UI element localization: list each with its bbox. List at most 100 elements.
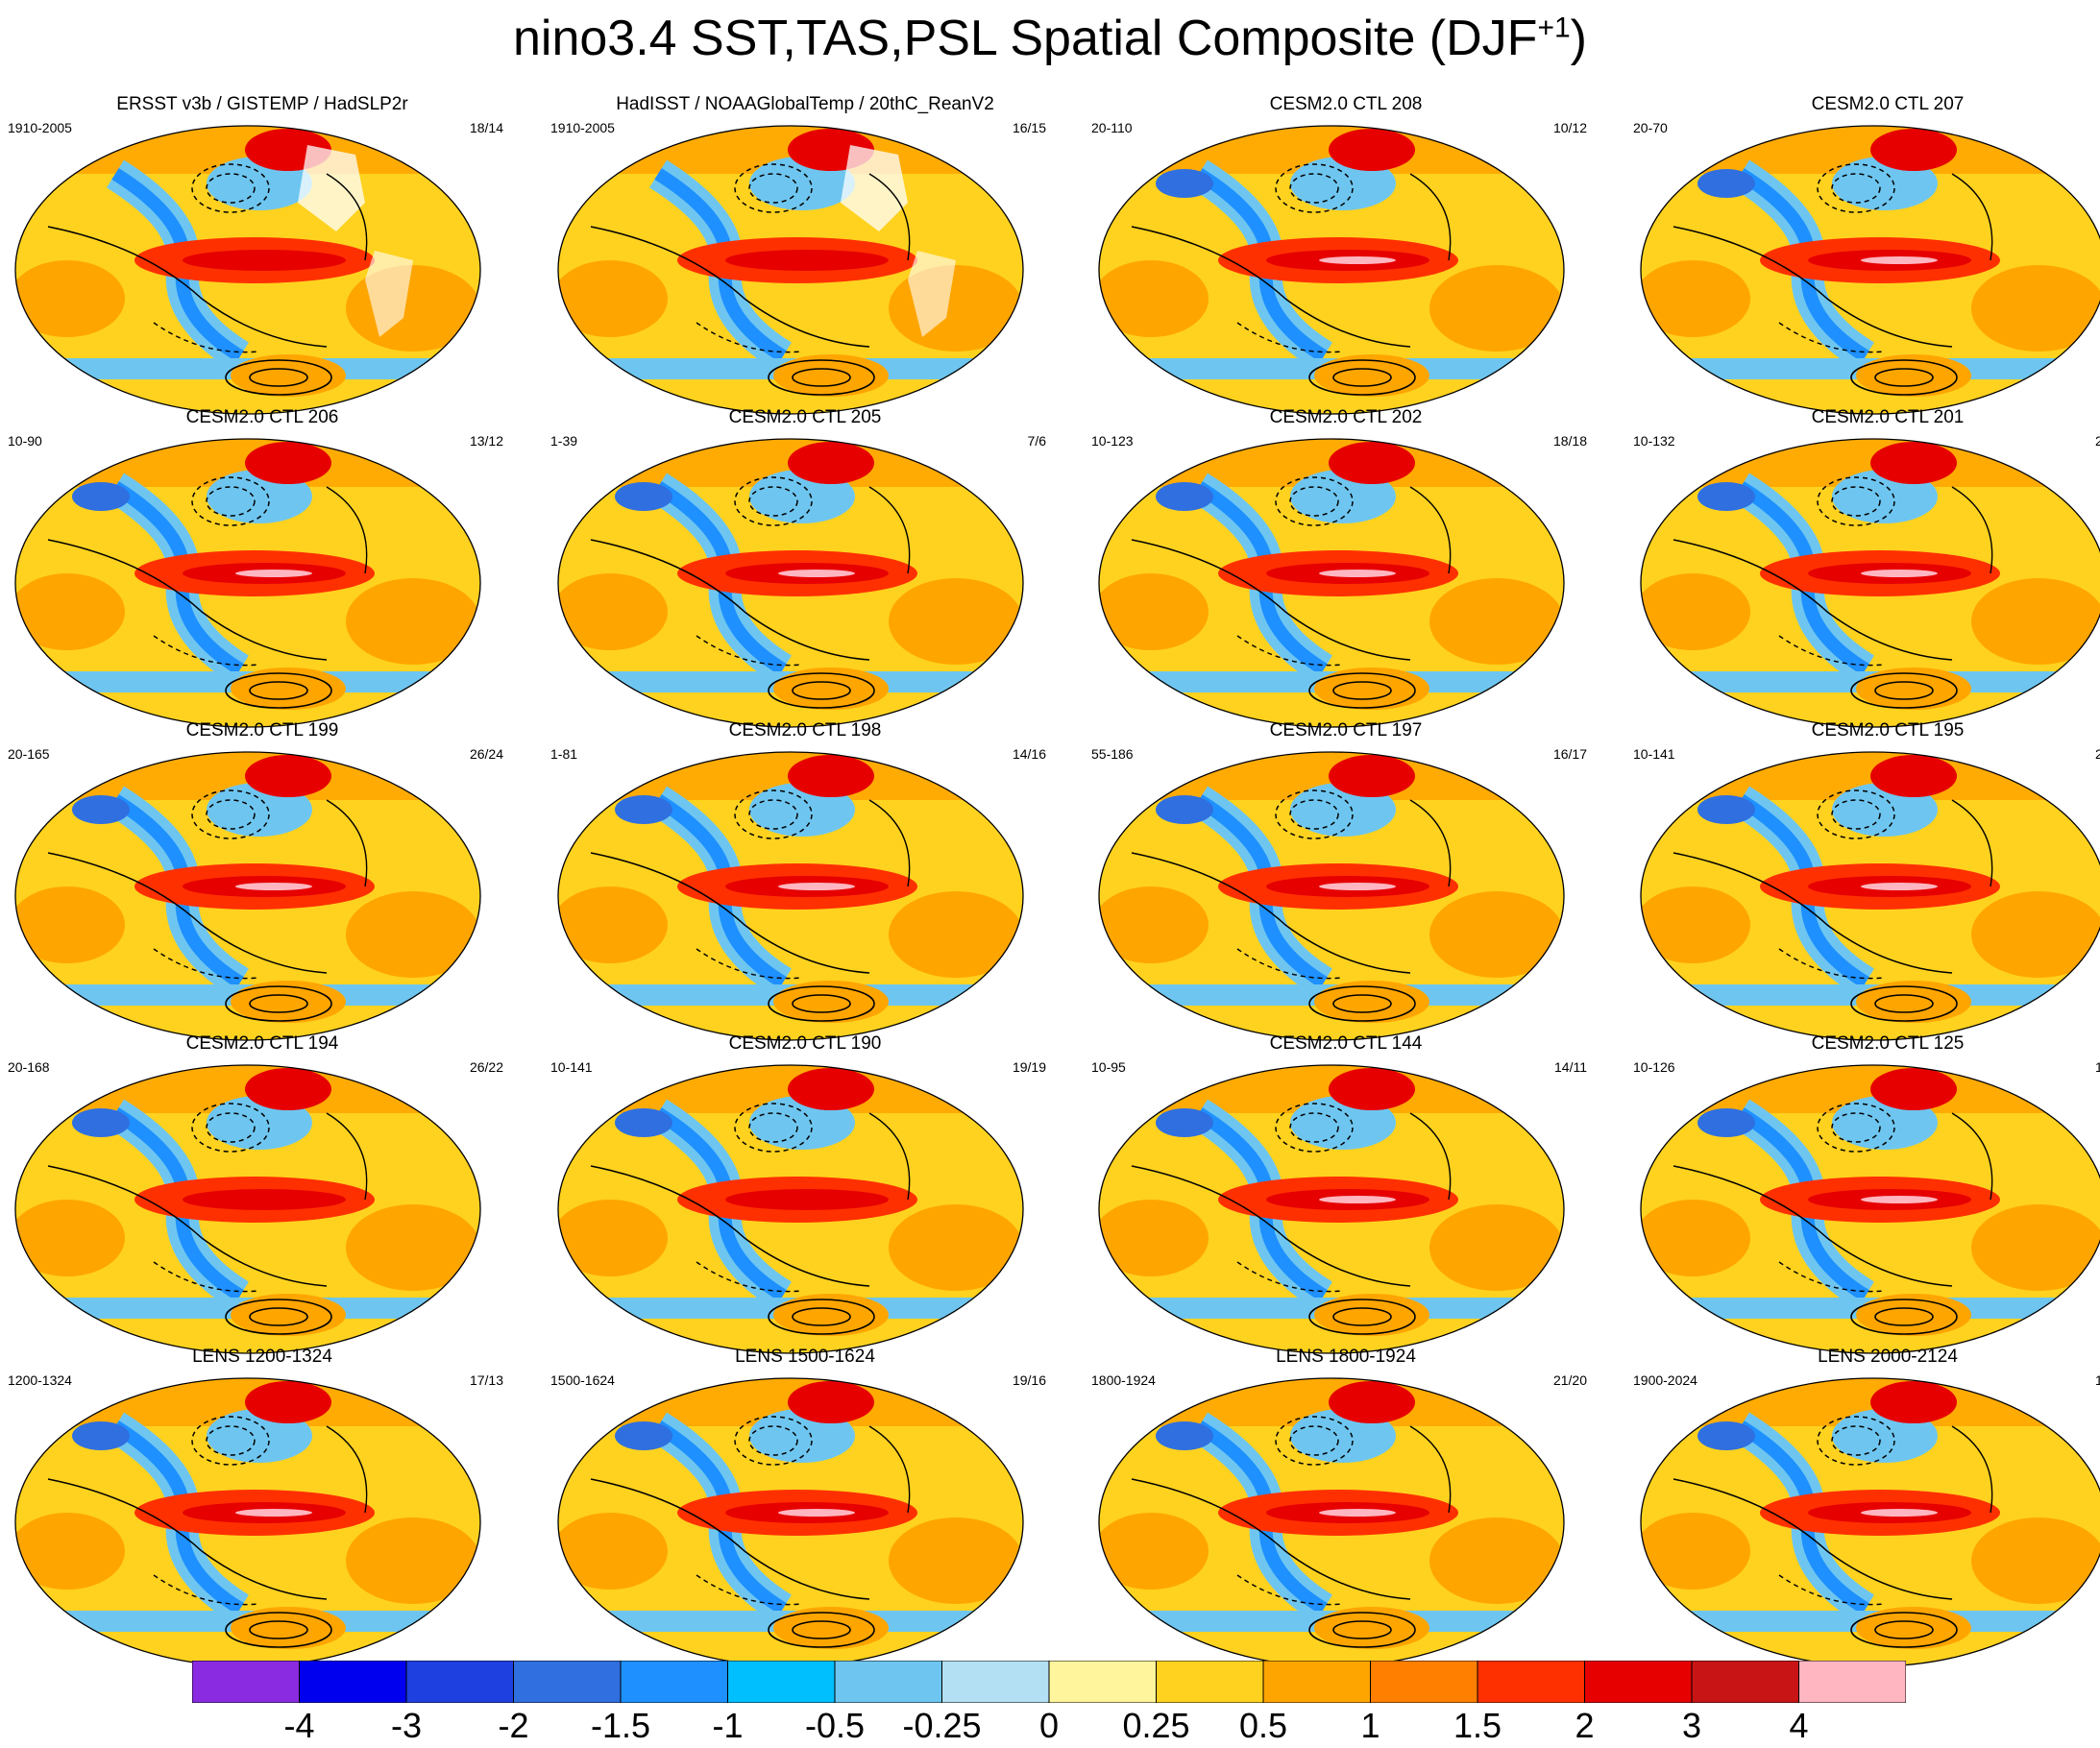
colorbar-swatch bbox=[192, 1661, 300, 1703]
psl-contour-zero bbox=[326, 486, 368, 574]
psl-contour-positive bbox=[1308, 1299, 1416, 1335]
colorbar-swatch bbox=[1798, 1661, 1906, 1703]
north-america-warm bbox=[1870, 1068, 1957, 1110]
panel-title: LENS 1500-1624 bbox=[735, 1347, 875, 1367]
map-panel: ERSST v3b / GISTEMP / HadSLP2r 1910-2005 1… bbox=[0, 94, 525, 436]
psl-contour-positive bbox=[792, 368, 851, 387]
psl-contour-zero bbox=[47, 1165, 328, 1287]
panel-event-count: 7/6 bbox=[1027, 433, 1046, 449]
north-america-warm bbox=[1870, 1381, 1957, 1423]
psl-contour-zero bbox=[326, 1425, 368, 1514]
missing-data-land bbox=[841, 145, 908, 231]
robinson-map bbox=[1640, 1377, 2100, 1667]
panel-event-count: 13/12 bbox=[469, 433, 503, 449]
psl-contour-zero bbox=[1409, 1425, 1452, 1514]
psl-contour-negative bbox=[748, 799, 798, 830]
atlantic-warm-patch bbox=[1429, 1204, 1564, 1291]
psl-contour-negative bbox=[153, 322, 260, 353]
psl-contour-negative bbox=[1289, 486, 1339, 517]
colorbar-tick-label: 3 bbox=[1681, 1706, 1702, 1745]
psl-contour-zero bbox=[1673, 226, 1953, 348]
map-panel: CESM2.0 CTL 125 10-126 18/16 bbox=[1625, 1033, 2100, 1375]
panel-title: CESM2.0 CTL 208 bbox=[1269, 94, 1423, 114]
psl-contour-zero bbox=[326, 799, 368, 887]
panel-title: CESM2.0 CTL 197 bbox=[1269, 720, 1423, 740]
enso-tongue-inner bbox=[183, 250, 346, 271]
psl-contour-positive bbox=[768, 672, 875, 709]
psl-contour-negative bbox=[206, 1112, 256, 1143]
panel-years: 10-141 bbox=[550, 1059, 593, 1075]
robinson-map bbox=[1640, 751, 2100, 1041]
atlantic-warm-patch bbox=[346, 1517, 480, 1604]
north-america-warm bbox=[1870, 442, 1957, 484]
psl-contour-zero bbox=[47, 1478, 328, 1600]
psl-contour-negative bbox=[1289, 1112, 1339, 1143]
enso-tongue-inner bbox=[725, 1189, 889, 1210]
psl-contour-negative bbox=[734, 1103, 813, 1153]
robinson-map bbox=[1640, 125, 2100, 415]
colorbar-swatch bbox=[727, 1661, 836, 1703]
psl-contour-negative bbox=[1817, 163, 1895, 213]
map-panel: CESM2.0 CTL 206 10-90 13/12 bbox=[0, 407, 525, 749]
psl-contour-positive bbox=[1874, 1307, 1934, 1326]
indian-ocean-warm-patch bbox=[1099, 1200, 1209, 1276]
map-panel: CESM2.0 CTL 194 20-168 26/22 bbox=[0, 1033, 525, 1375]
north-america-warm bbox=[788, 755, 874, 797]
enso-tongue-inner bbox=[725, 250, 889, 271]
psl-contour-zero bbox=[868, 1425, 911, 1514]
robinson-map bbox=[1098, 125, 1565, 415]
enso-tongue-core bbox=[778, 1509, 855, 1517]
colorbar-swatch bbox=[1691, 1661, 1799, 1703]
panel-years: 10-95 bbox=[1091, 1059, 1126, 1075]
robinson-map bbox=[1098, 1064, 1565, 1354]
panel-years: 1800-1924 bbox=[1091, 1372, 1156, 1388]
psl-contour-negative bbox=[1275, 163, 1354, 213]
psl-contour-positive bbox=[1850, 985, 1958, 1022]
psl-contour-positive bbox=[225, 672, 332, 709]
psl-contour-negative bbox=[206, 173, 256, 204]
colorbar-swatch bbox=[1048, 1661, 1157, 1703]
panel-years: 55-186 bbox=[1091, 746, 1134, 762]
indian-ocean-warm-patch bbox=[558, 1200, 668, 1276]
panel-title: CESM2.0 CTL 205 bbox=[728, 407, 882, 427]
psl-contour-negative bbox=[1831, 486, 1881, 517]
panel-title: CESM2.0 CTL 198 bbox=[728, 720, 882, 740]
map-panel: CESM2.0 CTL 190 10-141 19/19 bbox=[543, 1033, 1067, 1375]
psl-contour-zero bbox=[1673, 539, 1953, 661]
psl-contour-positive bbox=[249, 1620, 308, 1639]
atlantic-warm-patch bbox=[1429, 265, 1564, 352]
enso-tongue-core bbox=[1861, 570, 1938, 577]
indian-ocean-warm-patch bbox=[15, 573, 125, 650]
psl-contour-zero bbox=[868, 1112, 911, 1201]
panel-title: LENS 1200-1324 bbox=[192, 1347, 332, 1367]
panel-title: CESM2.0 CTL 199 bbox=[185, 720, 339, 740]
north-america-warm bbox=[788, 1381, 874, 1423]
atlantic-warm-patch bbox=[889, 578, 1023, 665]
panel-event-count: 18/16 bbox=[2094, 1059, 2100, 1075]
psl-contour-positive bbox=[1332, 1307, 1392, 1326]
panel-event-count: 19/19 bbox=[1012, 1059, 1046, 1075]
panel-event-count: 18/18 bbox=[1552, 433, 1587, 449]
psl-contour-negative bbox=[1817, 789, 1895, 839]
missing-data-land bbox=[365, 251, 413, 337]
psl-contour-negative bbox=[206, 799, 256, 830]
psl-contour-zero bbox=[590, 539, 870, 661]
psl-contour-positive bbox=[249, 994, 308, 1013]
psl-contour-zero bbox=[1131, 852, 1411, 974]
asia-cold bbox=[72, 795, 130, 824]
enso-tongue-core bbox=[235, 570, 312, 577]
psl-contour-zero bbox=[326, 173, 368, 261]
psl-contour-negative bbox=[748, 486, 798, 517]
asia-cold bbox=[72, 482, 130, 511]
colorbar bbox=[192, 1661, 1906, 1703]
north-america-warm bbox=[1870, 755, 1957, 797]
psl-contour-positive bbox=[768, 985, 875, 1022]
panel-title: CESM2.0 CTL 194 bbox=[185, 1033, 339, 1054]
map-panel: CESM2.0 CTL 195 10-141 25/21 bbox=[1625, 720, 2100, 1062]
indian-ocean-warm-patch bbox=[1641, 1513, 1750, 1590]
colorbar-swatch bbox=[941, 1661, 1050, 1703]
panel-title: HadISST / NOAAGlobalTemp / 20thC_ReanV2 bbox=[616, 94, 994, 114]
panel-years: 1910-2005 bbox=[550, 120, 615, 135]
psl-contour-zero bbox=[1409, 486, 1452, 574]
map-outline bbox=[1640, 1064, 2100, 1354]
